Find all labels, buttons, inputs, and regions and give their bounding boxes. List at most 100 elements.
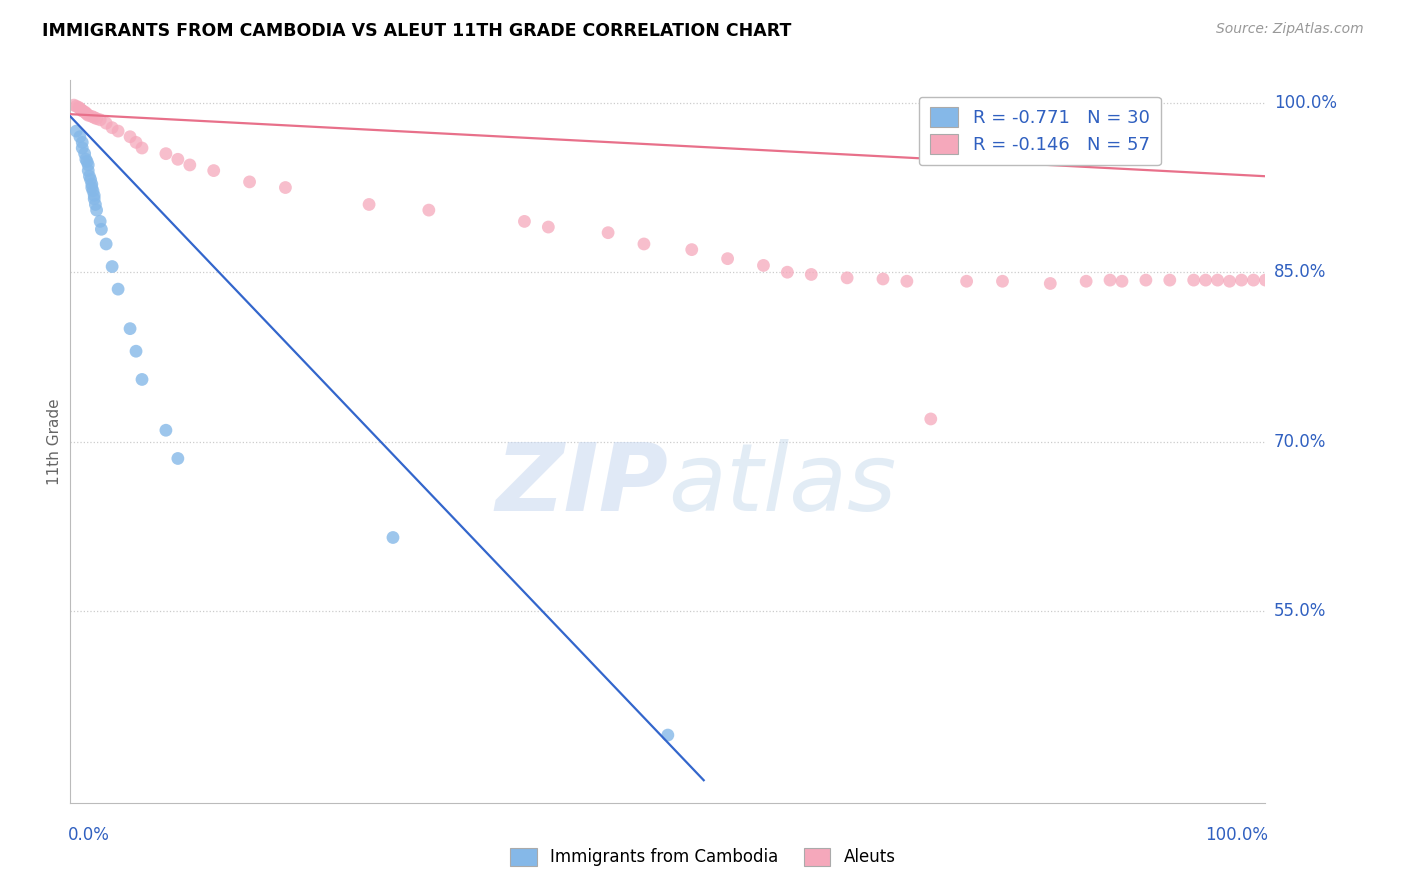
Point xyxy=(73,146,96,161)
Point xyxy=(90,222,112,236)
Point xyxy=(125,136,148,150)
Point xyxy=(513,214,536,228)
Point xyxy=(896,274,918,288)
Point xyxy=(70,136,93,150)
Point xyxy=(70,103,93,118)
Point xyxy=(120,129,141,144)
Point xyxy=(1111,274,1133,288)
Point xyxy=(79,172,101,186)
Point xyxy=(77,158,100,172)
Point xyxy=(67,100,90,114)
Point xyxy=(1206,273,1229,287)
Point xyxy=(120,321,141,335)
Text: 70.0%: 70.0% xyxy=(1274,433,1326,450)
Point xyxy=(155,146,177,161)
Text: 100.0%: 100.0% xyxy=(1274,94,1337,112)
Text: 100.0%: 100.0% xyxy=(1205,826,1268,844)
Text: 0.0%: 0.0% xyxy=(67,826,110,844)
Point xyxy=(633,237,655,252)
Point xyxy=(239,175,262,189)
Point xyxy=(202,163,225,178)
Point xyxy=(75,106,97,120)
Point xyxy=(70,141,93,155)
Text: 55.0%: 55.0% xyxy=(1274,602,1326,620)
Point xyxy=(382,531,405,545)
Point xyxy=(179,158,201,172)
Point xyxy=(1182,273,1205,287)
Point xyxy=(76,154,98,169)
Point xyxy=(70,103,93,117)
Point xyxy=(1195,273,1218,287)
Point xyxy=(1039,277,1062,291)
Point xyxy=(77,108,100,122)
Point xyxy=(1159,273,1181,287)
Point xyxy=(681,243,703,257)
Text: 85.0%: 85.0% xyxy=(1274,263,1326,281)
Point xyxy=(83,111,105,125)
Point xyxy=(76,107,98,121)
Point xyxy=(1243,273,1265,287)
Point xyxy=(1135,273,1157,287)
Text: atlas: atlas xyxy=(668,440,896,531)
Point xyxy=(75,153,97,167)
Point xyxy=(598,226,620,240)
Legend: R = -0.771   N = 30, R = -0.146   N = 57: R = -0.771 N = 30, R = -0.146 N = 57 xyxy=(918,96,1161,165)
Text: Source: ZipAtlas.com: Source: ZipAtlas.com xyxy=(1216,22,1364,37)
Point xyxy=(83,192,105,206)
Point xyxy=(84,197,107,211)
Point xyxy=(1099,273,1122,287)
Point xyxy=(77,163,100,178)
Point xyxy=(86,112,108,126)
Point xyxy=(82,184,104,198)
Point xyxy=(80,177,103,191)
Point xyxy=(63,98,86,112)
Point xyxy=(101,260,124,274)
Point xyxy=(73,104,96,119)
Text: IMMIGRANTS FROM CAMBODIA VS ALEUT 11TH GRADE CORRELATION CHART: IMMIGRANTS FROM CAMBODIA VS ALEUT 11TH G… xyxy=(42,22,792,40)
Point xyxy=(125,344,148,359)
Point xyxy=(991,274,1014,288)
Point xyxy=(101,120,124,135)
Point xyxy=(717,252,740,266)
Point xyxy=(537,220,560,235)
Point xyxy=(89,112,111,127)
Point xyxy=(96,237,117,252)
Point xyxy=(69,102,91,116)
Point xyxy=(70,103,93,118)
Point xyxy=(872,272,894,286)
Point xyxy=(776,265,799,279)
Point xyxy=(1230,273,1253,287)
Point xyxy=(69,129,91,144)
Point xyxy=(166,153,188,167)
Point xyxy=(89,214,111,228)
Legend: Immigrants from Cambodia, Aleuts: Immigrants from Cambodia, Aleuts xyxy=(503,841,903,873)
Point xyxy=(80,180,103,194)
Point xyxy=(80,109,103,123)
Point xyxy=(107,282,129,296)
Point xyxy=(65,124,87,138)
Point xyxy=(131,372,153,386)
Y-axis label: 11th Grade: 11th Grade xyxy=(46,398,62,485)
Point xyxy=(166,451,188,466)
Point xyxy=(752,259,775,273)
Point xyxy=(956,274,979,288)
Point xyxy=(418,203,440,218)
Point xyxy=(96,116,117,130)
Point xyxy=(65,99,87,113)
Point xyxy=(79,169,101,184)
Point xyxy=(920,412,942,426)
Point xyxy=(837,270,859,285)
Point xyxy=(274,180,297,194)
Point xyxy=(155,423,177,437)
Point xyxy=(1254,273,1277,287)
Point xyxy=(131,141,153,155)
Point xyxy=(86,203,108,218)
Point xyxy=(359,197,381,211)
Point xyxy=(657,728,679,742)
Point xyxy=(83,188,105,202)
Text: ZIP: ZIP xyxy=(495,439,668,531)
Point xyxy=(107,124,129,138)
Point xyxy=(1076,274,1098,288)
Point xyxy=(1218,274,1241,288)
Point xyxy=(800,268,823,282)
